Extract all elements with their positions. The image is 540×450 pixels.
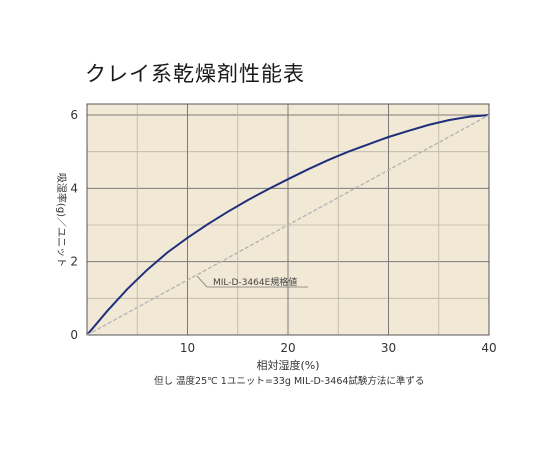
tick-labels: 10 20 30 40 0 2 4 6	[70, 108, 496, 355]
grid	[87, 104, 489, 335]
series-line-clay-desiccant	[86, 114, 490, 336]
x-axis-label: 相対湿度(%)	[256, 358, 319, 372]
plot-frame	[86, 103, 490, 336]
series-line-mil-standard	[86, 114, 490, 336]
x-tick-label: 30	[381, 341, 396, 355]
annotation-leader-line	[196, 275, 208, 288]
series-layer	[86, 114, 490, 336]
y-tick-label: 4	[70, 181, 78, 195]
annotation-layer: MIL-D-3464E規格値	[196, 275, 308, 288]
y-tick-label: 0	[70, 328, 78, 342]
x-tick-label: 20	[280, 341, 295, 355]
y-tick-label: 6	[70, 108, 78, 122]
y-tick-label: 2	[70, 255, 78, 269]
y-axis-label: 吸湿率(g)／ユニット	[55, 173, 68, 267]
x-tick-label: 10	[180, 341, 195, 355]
annotation-label: MIL-D-3464E規格値	[213, 276, 297, 288]
x-tick-label: 40	[481, 341, 496, 355]
chart-title: クレイ系乾燥剤性能表	[85, 62, 305, 86]
footnote: 但し 温度25℃ 1ユニット=33g MIL-D-3464試験方法に準ずる	[154, 376, 425, 387]
